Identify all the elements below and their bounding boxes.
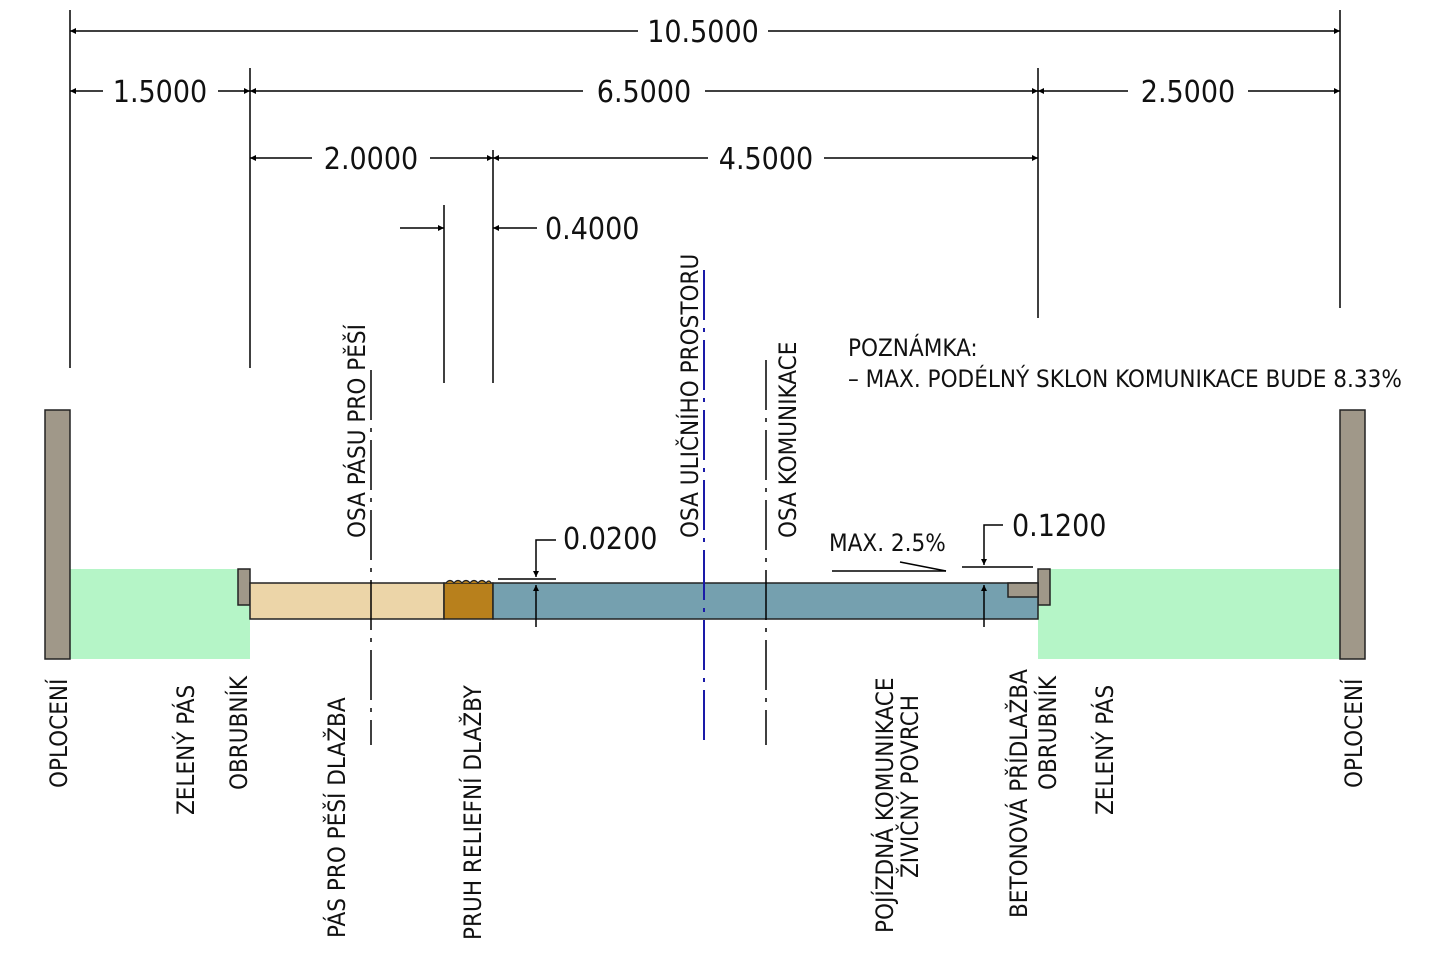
label-tactile: PRUH RELIEFNÍ DLAŽBY [458,684,487,940]
extension-lines [69,10,1341,383]
dim-leader [533,539,556,577]
axis-sidewalk: OSA PÁSU PRO PĚŠÍ [341,324,372,745]
dimension-tactile: 0.4000 [400,212,639,247]
dimension-left-green: 1.5000 [70,75,250,110]
dim-curb-step-text: 0.1200 [1012,509,1106,544]
dim-tactile-text: 0.4000 [545,212,639,247]
section-body [44,409,1366,660]
axis-road: OSA KOMUNIKACE [765,342,802,745]
fence-right [1339,409,1366,660]
curb-left [237,568,251,606]
road-axis-label: OSA KOMUNIKACE [774,342,802,538]
label-sidewalk: PÁS PRO PĚŠÍ DLAŽBA [321,697,351,938]
green-strip-left [70,569,250,659]
label-road-line2: ŽIVIČNÝ POVRCH [894,695,924,878]
label-green-right: ZELENÝ PÁS [1090,685,1119,815]
dimension-total: 10.5000 [70,15,1340,50]
dim-total-text: 10.5000 [647,15,759,50]
label-fence-left: OPLOCENÍ [44,679,73,788]
dim-sidewalk-text: 2.0000 [324,142,418,177]
label-fence-right: OPLOCENÍ [1339,679,1368,788]
label-concrete-gutter: BETONOVÁ PŘÍDLAŽBA [1004,669,1033,918]
dim-road-text: 4.5000 [719,142,813,177]
slope-indicator: MAX. 2.5% [829,529,947,572]
dimension-right-green: 2.5000 [1038,75,1340,110]
label-curb-left: OBRUBNÍK [224,675,253,790]
dim-middle-text: 6.5000 [597,75,691,110]
note-block: POZNÁMKA: – MAX. PODÉLNÝ SKLON KOMUNIKAC… [848,333,1402,393]
dimension-sidewalk: 2.0000 [250,142,493,177]
dim-kerb-height-text: 0.0200 [563,522,657,557]
dim-left-green-text: 1.5000 [113,75,207,110]
label-green-left: ZELENÝ PÁS [171,685,200,815]
note-title: POZNÁMKA: [848,333,978,362]
label-curb-right: OBRUBNÍK [1033,675,1062,790]
green-strip-right [1038,569,1340,659]
slope-line [899,561,947,572]
bottom-labels: OPLOCENÍ ZELENÝ PÁS OBRUBNÍK PÁS PRO PĚŠ… [44,669,1368,940]
label-road-line1: POJÍZDNÁ KOMUNIKACE [870,677,899,933]
dimension-kerb-height: 0.0200 [498,522,657,627]
note-line: – MAX. PODÉLNÝ SKLON KOMUNIKACE BUDE 8.3… [848,364,1402,393]
dim-leader [981,524,1003,565]
concrete-gutter [1007,582,1039,598]
street-axis-label: OSA ULIČNÍHO PROSTORU [674,254,704,538]
axis-street: OSA ULIČNÍHO PROSTORU [674,254,705,745]
dim-right-green-text: 2.5000 [1141,75,1235,110]
dimension-road: 4.5000 [493,142,1038,177]
tactile-bumps [445,579,492,584]
slope-label: MAX. 2.5% [829,529,946,557]
dimension-curb-step: 0.1200 [962,509,1106,627]
tactile-strip [443,582,494,620]
curb-right [1037,568,1051,606]
sidewalk-paving [249,582,445,620]
dimension-middle: 6.5000 [250,75,1038,110]
fence-left [44,409,71,660]
sidewalk-axis-label: OSA PÁSU PRO PĚŠÍ [341,324,371,538]
